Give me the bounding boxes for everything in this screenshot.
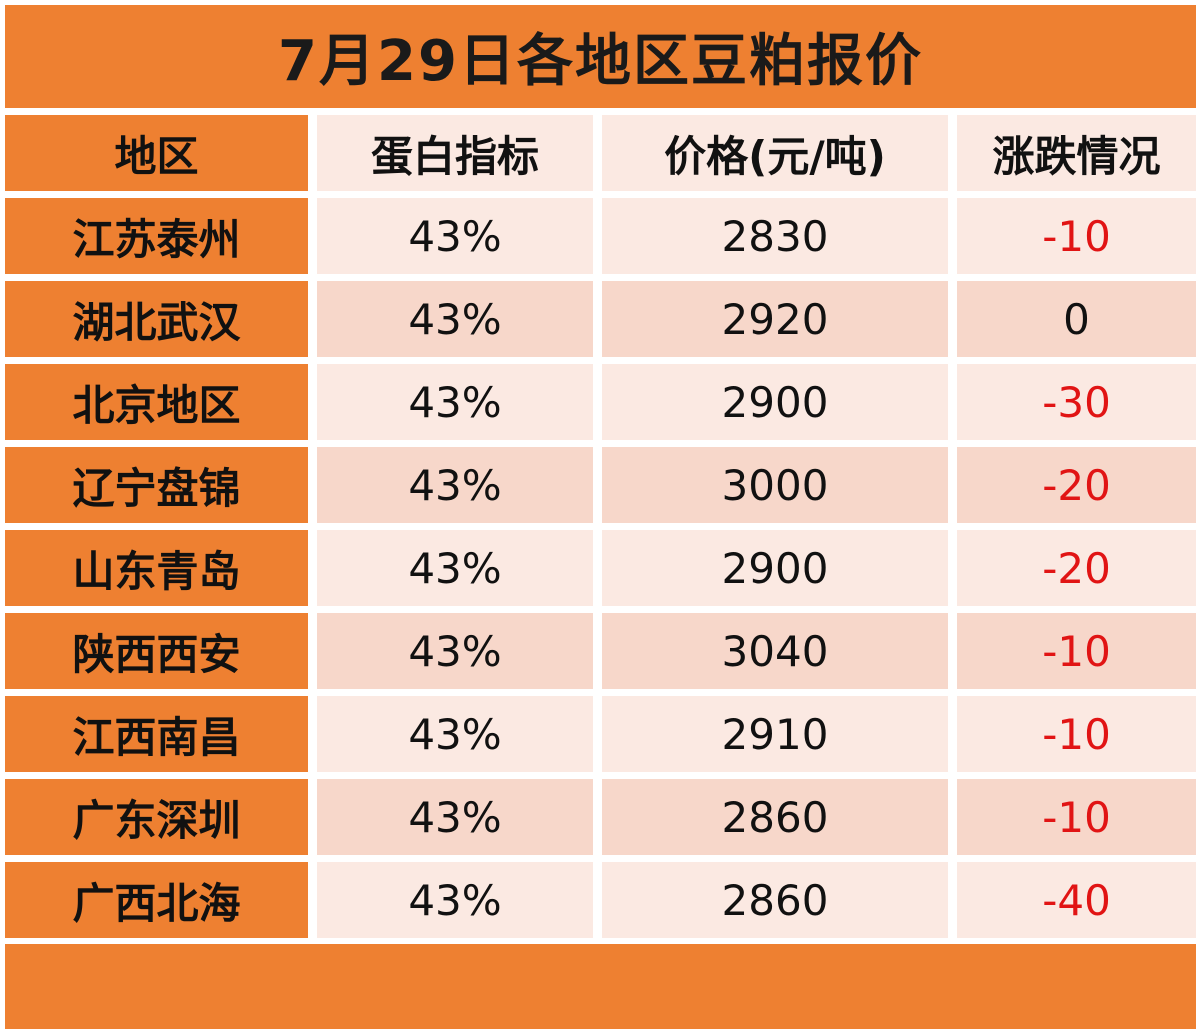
price-cell: 2910 <box>602 696 948 772</box>
price-table: 地区 蛋白指标 价格(元/吨) 涨跌情况 江苏泰州 43% 2830 -10 湖… <box>5 115 1196 945</box>
price-cell: 2920 <box>602 281 948 357</box>
table-row: 广东深圳 43% 2860 -10 <box>5 779 1196 855</box>
header-region: 地区 <box>5 115 308 191</box>
protein-cell: 43% <box>317 862 593 938</box>
table-row: 辽宁盘锦 43% 3000 -20 <box>5 447 1196 523</box>
protein-cell: 43% <box>317 530 593 606</box>
price-cell: 2860 <box>602 779 948 855</box>
price-cell: 2900 <box>602 530 948 606</box>
change-cell: -10 <box>957 613 1196 689</box>
change-cell: -10 <box>957 779 1196 855</box>
table-row: 山东青岛 43% 2900 -20 <box>5 530 1196 606</box>
region-cell: 江苏泰州 <box>5 198 308 274</box>
price-cell: 2860 <box>602 862 948 938</box>
region-cell: 北京地区 <box>5 364 308 440</box>
table-header-row: 地区 蛋白指标 价格(元/吨) 涨跌情况 <box>5 115 1196 191</box>
protein-cell: 43% <box>317 281 593 357</box>
page-title: 7月29日各地区豆粕报价 <box>278 29 923 94</box>
protein-cell: 43% <box>317 696 593 772</box>
protein-cell: 43% <box>317 447 593 523</box>
table-row: 北京地区 43% 2900 -30 <box>5 364 1196 440</box>
change-cell: -10 <box>957 696 1196 772</box>
region-cell: 辽宁盘锦 <box>5 447 308 523</box>
price-cell: 2900 <box>602 364 948 440</box>
protein-cell: 43% <box>317 364 593 440</box>
region-cell: 广东深圳 <box>5 779 308 855</box>
table-row: 江西南昌 43% 2910 -10 <box>5 696 1196 772</box>
protein-cell: 43% <box>317 613 593 689</box>
price-cell: 2830 <box>602 198 948 274</box>
change-cell: -30 <box>957 364 1196 440</box>
header-change: 涨跌情况 <box>957 115 1196 191</box>
change-cell: -20 <box>957 447 1196 523</box>
region-cell: 江西南昌 <box>5 696 308 772</box>
region-cell: 山东青岛 <box>5 530 308 606</box>
protein-cell: 43% <box>317 779 593 855</box>
region-cell: 广西北海 <box>5 862 308 938</box>
header-protein: 蛋白指标 <box>317 115 593 191</box>
header-price: 价格(元/吨) <box>602 115 948 191</box>
region-cell: 陕西西安 <box>5 613 308 689</box>
region-cell: 湖北武汉 <box>5 281 308 357</box>
footer-bar <box>5 944 1196 1029</box>
change-cell: 0 <box>957 281 1196 357</box>
table-row: 广西北海 43% 2860 -40 <box>5 862 1196 938</box>
table-row: 湖北武汉 43% 2920 0 <box>5 281 1196 357</box>
change-cell: -40 <box>957 862 1196 938</box>
table-row: 江苏泰州 43% 2830 -10 <box>5 198 1196 274</box>
price-cell: 3040 <box>602 613 948 689</box>
protein-cell: 43% <box>317 198 593 274</box>
change-cell: -20 <box>957 530 1196 606</box>
table-row: 陕西西安 43% 3040 -10 <box>5 613 1196 689</box>
title-bar: 7月29日各地区豆粕报价 <box>5 5 1196 108</box>
change-cell: -10 <box>957 198 1196 274</box>
price-cell: 3000 <box>602 447 948 523</box>
